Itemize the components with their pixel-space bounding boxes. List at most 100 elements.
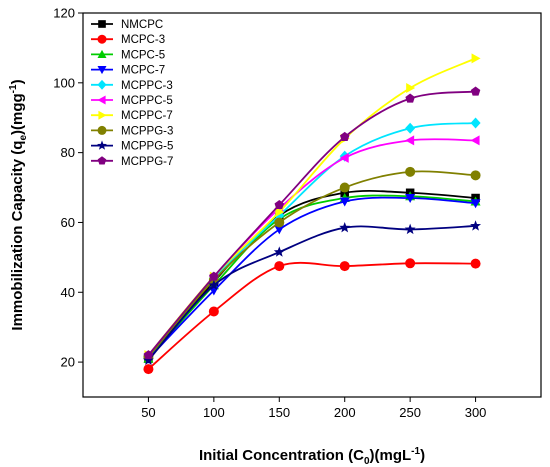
legend-label: NMCPC <box>121 19 163 31</box>
series-line <box>147 261 476 370</box>
series-mcpc-5 <box>143 191 481 363</box>
series-mcppc-7 <box>144 53 481 361</box>
data-point <box>274 200 285 210</box>
plot-frame <box>82 12 542 398</box>
y-tick-label: 80 <box>61 145 75 160</box>
legend-item: MCPPG-5 <box>91 140 173 153</box>
data-point <box>470 135 480 146</box>
x-tick-label: 100 <box>203 405 225 420</box>
legend-marker <box>98 110 107 120</box>
series-mcppg-7 <box>143 86 481 360</box>
series-mcpc-3 <box>143 258 481 375</box>
data-point <box>340 188 349 198</box>
y-axis-title: Immobilization Capacity (qe)(mgg-1) <box>8 79 29 330</box>
legend-label: MCPC-7 <box>121 65 165 77</box>
series-nmcpc <box>144 188 480 363</box>
legend-item: MCPPC-5 <box>91 95 173 107</box>
x-tick-label: 200 <box>334 405 356 420</box>
data-point <box>275 206 285 217</box>
data-point <box>405 93 415 103</box>
y-tick-label: 60 <box>61 215 75 230</box>
legend-marker <box>97 95 106 105</box>
series-line <box>147 194 476 360</box>
legend-item: MCPC-7 <box>91 65 165 77</box>
legend-label: MCPPG-5 <box>121 141 173 153</box>
series-mcppg-5 <box>142 220 482 365</box>
series-line <box>147 122 476 358</box>
x-axis-title: Initial Concentration (C0)(mgL-1) <box>199 446 425 467</box>
data-point <box>142 354 154 365</box>
x-tick-label: 300 <box>465 405 487 420</box>
data-point <box>143 350 154 360</box>
legend-label: MCPPC-7 <box>121 110 173 122</box>
data-point <box>406 83 416 94</box>
y-axis-title-sup: -1 <box>8 84 19 93</box>
data-point <box>339 131 350 141</box>
data-point <box>471 53 481 64</box>
legend-label: MCPC-5 <box>121 49 165 61</box>
series-mcpc-7 <box>143 194 481 364</box>
legend-marker <box>98 20 106 28</box>
data-point <box>339 221 351 233</box>
data-point <box>339 152 349 163</box>
data-point <box>339 261 350 272</box>
data-point <box>404 223 416 235</box>
legend-marker <box>97 66 107 75</box>
y-tick-label: 20 <box>61 355 75 370</box>
data-point <box>274 225 285 235</box>
legend-item: NMCPC <box>91 19 163 31</box>
ticks-layer: 50 100 150 200 250 300 20 40 60 80 100 120 <box>53 6 486 421</box>
data-point <box>470 86 481 96</box>
series-line <box>147 196 476 360</box>
series-layer <box>142 53 482 375</box>
data-point <box>339 182 350 193</box>
y-tick-label: 100 <box>53 75 75 90</box>
data-point <box>208 279 220 290</box>
legend-marker <box>97 49 107 58</box>
legend-item: MCPPG-7 <box>91 156 173 168</box>
series-line <box>147 225 476 361</box>
legend-label: MCPPC-5 <box>121 95 173 107</box>
legend-marker <box>97 34 107 44</box>
data-point <box>405 258 416 269</box>
y-tick-label: 120 <box>53 6 75 21</box>
x-tick-label: 50 <box>141 405 155 420</box>
legend-marker <box>97 125 107 135</box>
data-point <box>470 117 481 129</box>
legend-label: MCPPG-7 <box>121 156 173 168</box>
data-point <box>405 166 416 177</box>
legend-item: MCPPC-7 <box>91 110 173 122</box>
series-line <box>147 57 476 356</box>
legend-label: MCPPC-3 <box>121 80 173 92</box>
legend: NMCPC MCPC-3 MCPC-5 MCPC-7 MCPPC-3 MCPPC-5 MCP… <box>91 19 173 168</box>
series-line <box>147 190 476 360</box>
data-point <box>274 217 285 228</box>
data-point <box>470 199 481 209</box>
y-axis-title-sub: e <box>18 135 29 141</box>
data-point <box>274 261 285 272</box>
data-point <box>143 364 154 375</box>
legend-item: MCPPG-3 <box>91 125 173 137</box>
data-point <box>405 194 416 204</box>
legend-item: MCPC-3 <box>91 34 165 46</box>
x-axis-title-sub: 0 <box>364 456 370 467</box>
legend-item: MCPPC-3 <box>91 80 173 92</box>
data-point <box>470 220 482 231</box>
x-tick-label: 150 <box>268 405 290 420</box>
x-tick-label: 250 <box>399 405 421 420</box>
y-tick-label: 40 <box>61 285 75 300</box>
data-point <box>339 197 350 207</box>
legend-marker <box>97 140 107 150</box>
legend-marker <box>97 156 107 165</box>
data-point <box>405 135 415 146</box>
series-line <box>147 90 476 356</box>
legend-item: MCPC-5 <box>91 49 165 61</box>
series-mcppc-3 <box>143 117 481 363</box>
x-axis-title-sup: -1 <box>411 446 420 457</box>
data-point <box>405 122 416 134</box>
data-point <box>208 306 219 317</box>
data-point <box>273 246 285 257</box>
legend-marker <box>97 79 107 90</box>
data-point <box>470 170 481 181</box>
